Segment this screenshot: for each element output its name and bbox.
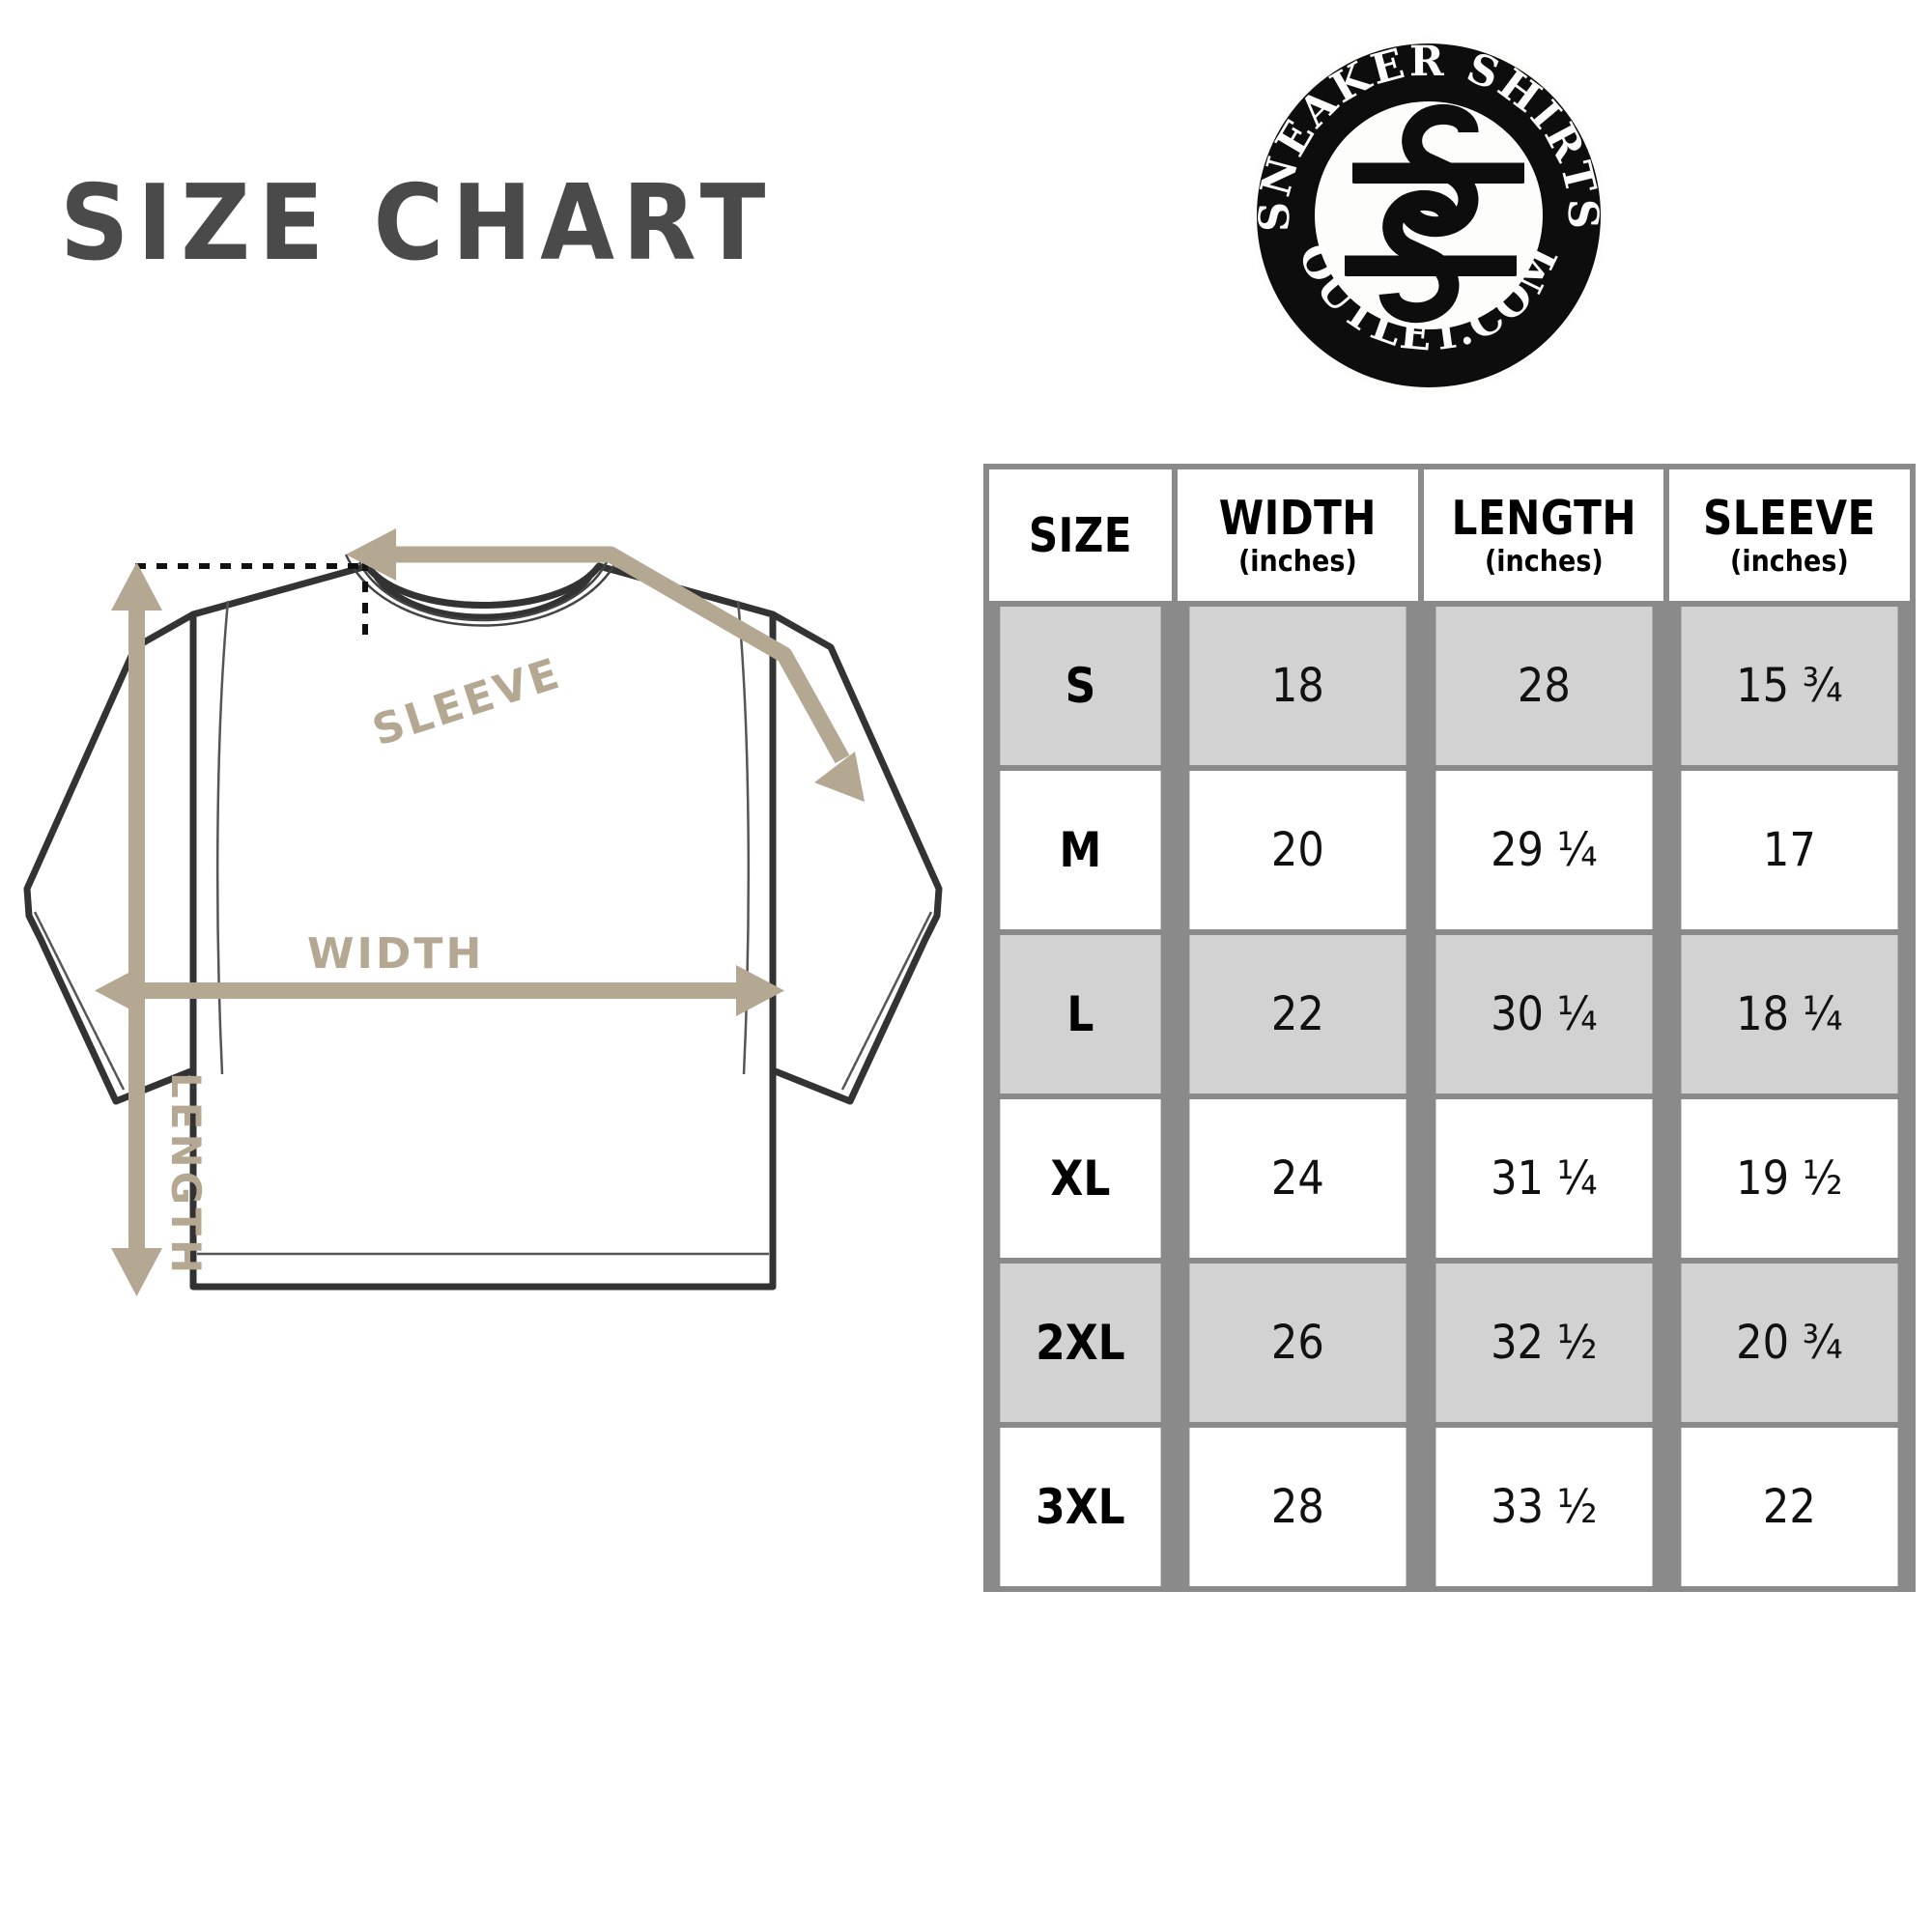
cell-width: 24 (1189, 1099, 1406, 1258)
cell-width: 18 (1189, 607, 1406, 765)
cell-length: 31 ¼ (1435, 1099, 1652, 1258)
tshirt-collar-outer (372, 572, 594, 621)
tshirt-collar-line-1 (357, 561, 609, 622)
logo-monogram-strokes (1345, 163, 1524, 276)
column-header-size: SIZE (989, 469, 1172, 601)
sleeve-arrow (346, 528, 865, 802)
cell-size: L (1000, 935, 1161, 1094)
cell-size: M (1000, 771, 1161, 929)
tshirt-body (189, 562, 777, 1291)
column-header-width-label: WIDTH (1218, 490, 1377, 546)
tshirt-left-cuff-hem (33, 911, 126, 1091)
cell-width: 26 (1189, 1264, 1406, 1422)
cell-size: 2XL (1000, 1264, 1161, 1422)
table-row: L 22 30 ¼ 18 ¼ (989, 935, 1910, 1094)
tshirt-right-cuff-hem (840, 911, 933, 1091)
cell-sleeve: 20 ¾ (1681, 1264, 1898, 1422)
length-arrow (111, 562, 162, 1296)
cell-length: 29 ¼ (1435, 771, 1652, 929)
column-header-length: LENGTH (inches) (1423, 469, 1664, 601)
column-header-sleeve-label: SLEEVE (1703, 490, 1877, 546)
cell-sleeve: 18 ¼ (1681, 935, 1898, 1094)
table-row: M 20 29 ¼ 17 (989, 771, 1910, 929)
cell-length: 30 ¼ (1435, 935, 1652, 1094)
cell-sleeve: 15 ¾ (1681, 607, 1898, 765)
cell-length: 32 ½ (1435, 1264, 1652, 1422)
cell-size: XL (1000, 1099, 1161, 1258)
column-header-width: WIDTH (inches) (1177, 469, 1418, 601)
cell-width: 22 (1189, 935, 1406, 1094)
width-label: WIDTH (307, 929, 484, 979)
column-header-length-unit: (inches) (1484, 544, 1604, 579)
cell-length: 28 (1435, 607, 1652, 765)
size-chart-table: SIZE WIDTH (inches) LENGTH (inches) SLEE… (983, 464, 1916, 1592)
cell-size: 3XL (1000, 1428, 1161, 1586)
cell-width: 28 (1189, 1428, 1406, 1586)
cell-length: 33 ½ (1435, 1428, 1652, 1586)
brand-logo: SNEAKER SHIRTS OUTLET.COM (1244, 31, 1613, 400)
table-header-row: SIZE WIDTH (inches) LENGTH (inches) SLEE… (989, 469, 1910, 601)
tshirt-left-sleeve (23, 611, 197, 1105)
table-body: S 18 28 15 ¾ M 20 29 ¼ 17 L 22 30 ¼ 18 ¼ (989, 607, 1910, 1586)
tshirt-left-armhole-seam (215, 600, 230, 1075)
cell-width: 20 (1189, 771, 1406, 929)
tshirt-outline (23, 554, 943, 1291)
table-row: S 18 28 15 ¾ (989, 607, 1910, 765)
cell-size: S (1000, 607, 1161, 765)
table-row: XL 24 31 ¼ 19 ½ (989, 1099, 1910, 1258)
table-row: 3XL 28 33 ½ 22 (989, 1428, 1910, 1586)
table-row: 2XL 26 32 ½ 20 ¾ (989, 1264, 1910, 1422)
width-arrow (95, 965, 784, 1016)
tshirt-collar-line-2 (344, 554, 622, 627)
page-title: SIZE CHART (60, 163, 774, 284)
column-header-width-unit: (inches) (1237, 544, 1357, 579)
cell-sleeve: 19 ½ (1681, 1099, 1898, 1258)
length-label: LENGTH (162, 1072, 210, 1277)
size-chart-table-container: SIZE WIDTH (inches) LENGTH (inches) SLEE… (983, 464, 1916, 1592)
tshirt-measurement-diagram: SLEEVE WIDTH LENGTH (0, 502, 966, 1314)
column-header-sleeve-unit: (inches) (1730, 544, 1850, 579)
column-header-size-label: SIZE (1028, 507, 1132, 563)
column-header-sleeve: SLEEVE (inches) (1669, 469, 1910, 601)
column-header-length-label: LENGTH (1451, 490, 1636, 546)
cell-sleeve: 17 (1681, 771, 1898, 929)
cell-sleeve: 22 (1681, 1428, 1898, 1586)
measurement-arrows (95, 528, 865, 1296)
